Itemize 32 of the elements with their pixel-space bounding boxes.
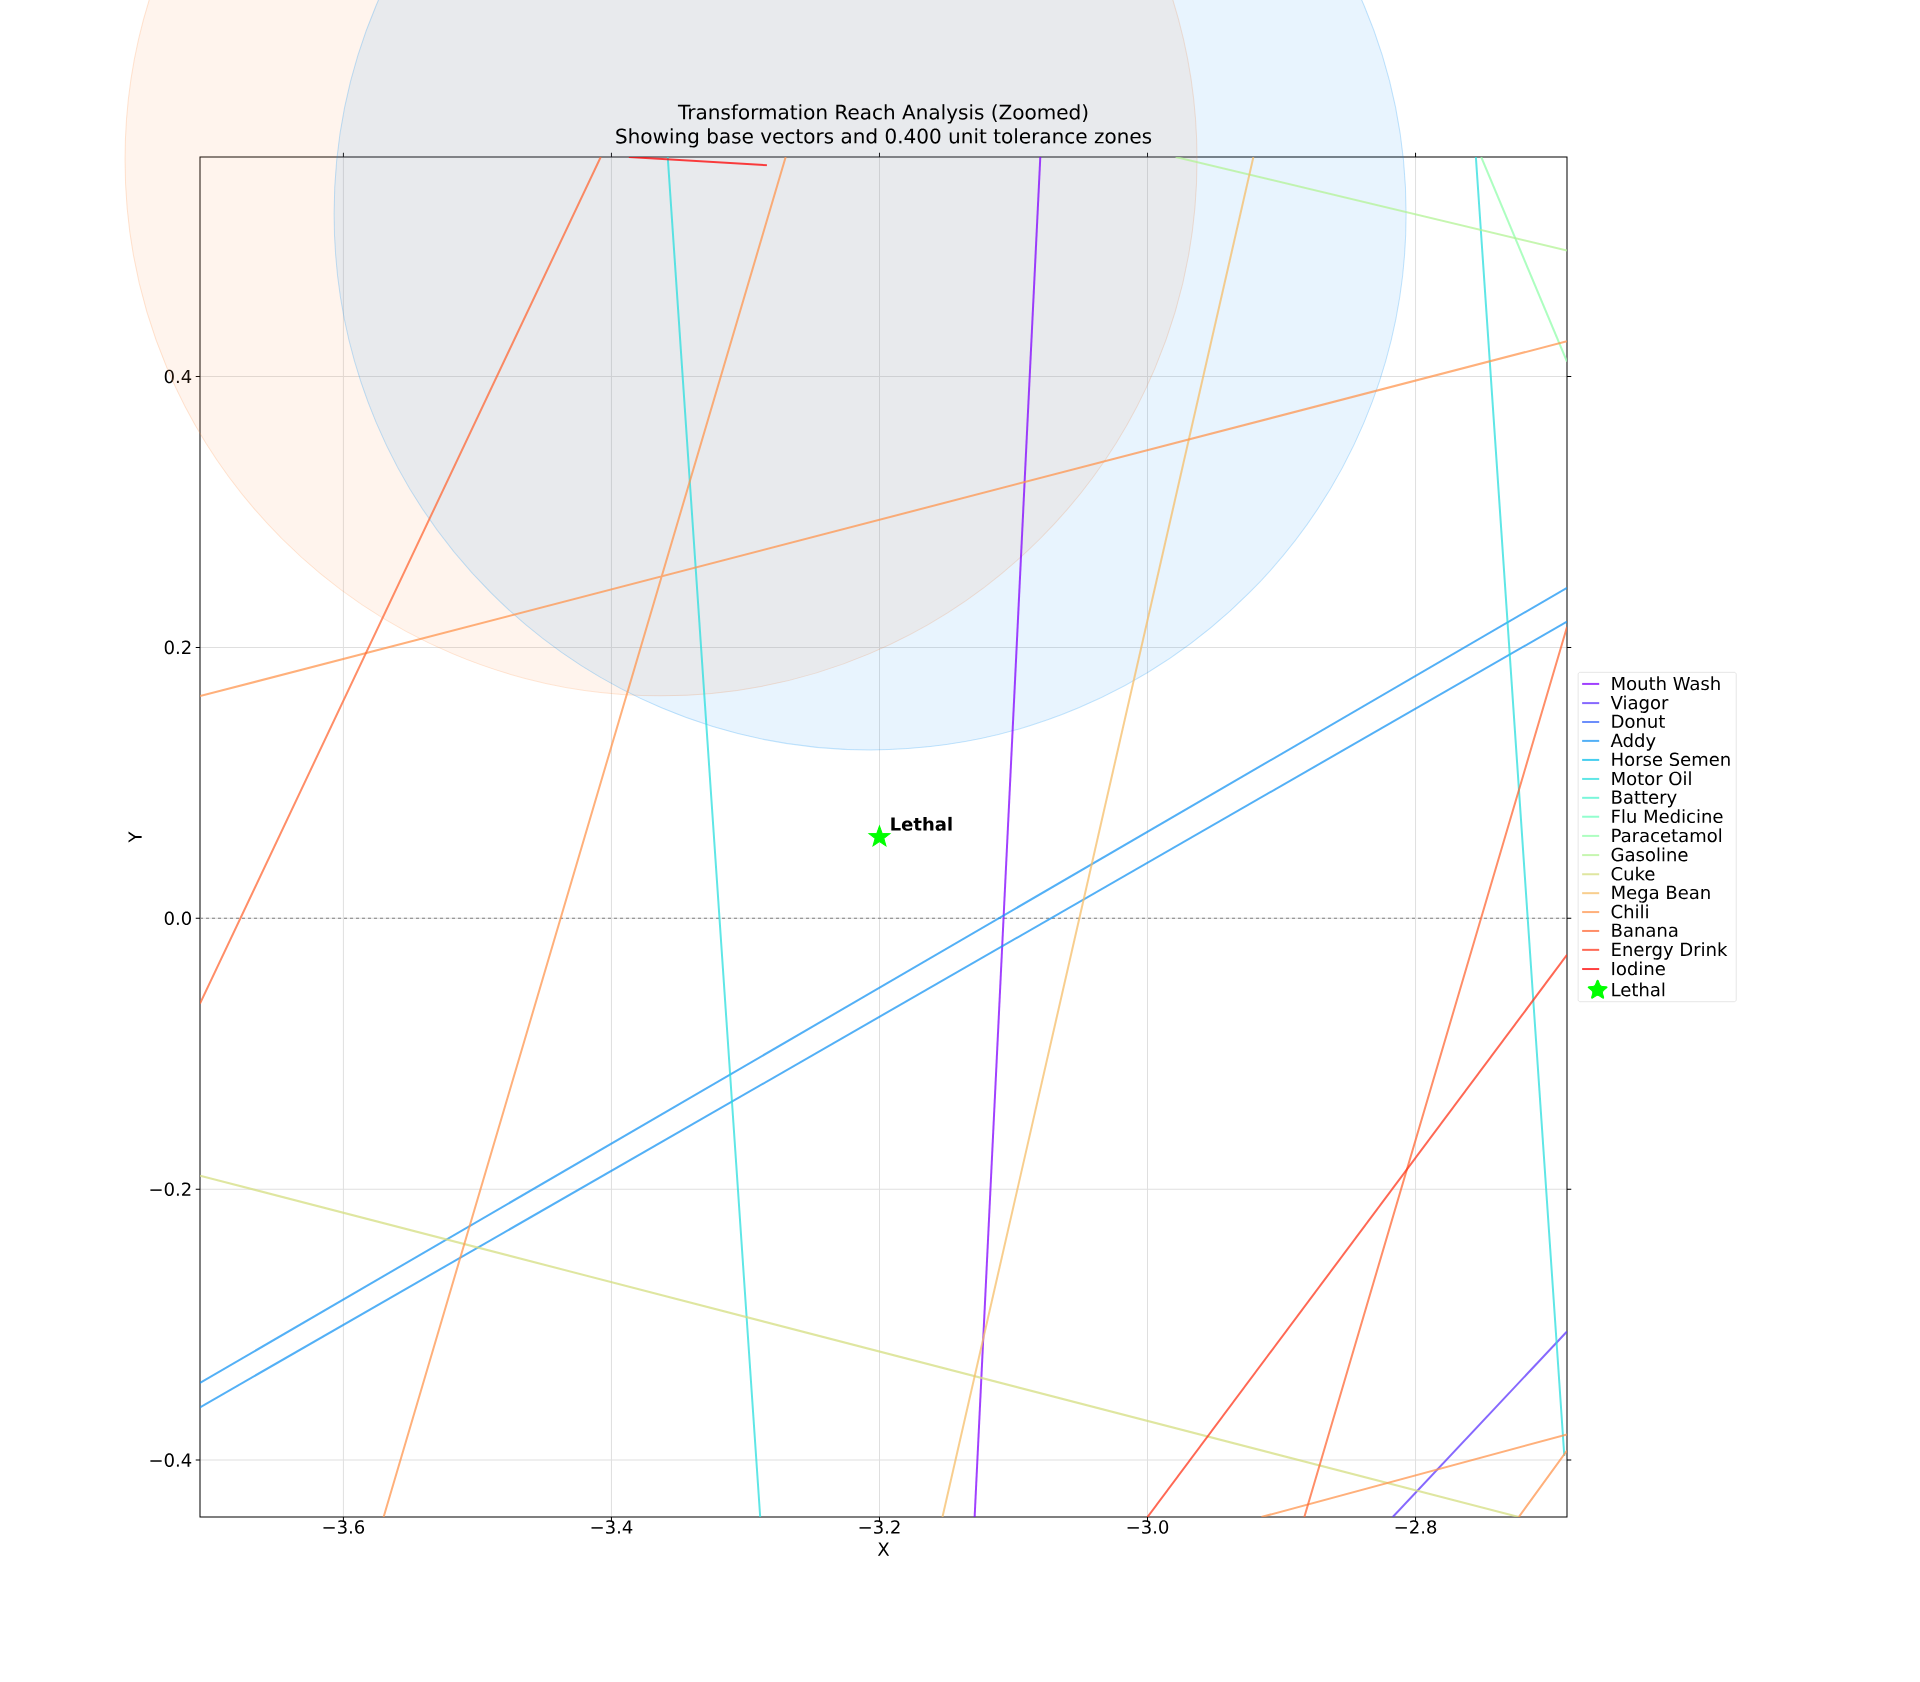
legend-label: Lethal (1612, 982, 1665, 997)
legend-label: Banana (1612, 923, 1678, 938)
legend-label: Battery (1612, 790, 1677, 808)
y-axis-title: Y (128, 831, 142, 843)
legend-label: Mouth Wash (1612, 676, 1720, 691)
legend-label: Energy Drink (1612, 942, 1728, 960)
legend-label: Horse Semen (1612, 752, 1730, 767)
x-tick-label: −3.4 (591, 1520, 633, 1534)
x-tick-label: −3.0 (1127, 1520, 1169, 1534)
y-tick-label: 0.2 (164, 640, 191, 655)
x-tick-label: −2.8 (1395, 1520, 1437, 1534)
legend-label: Cuke (1611, 866, 1655, 881)
legend-label: Viagor (1610, 695, 1669, 713)
y-tick-label: −0.4 (150, 1453, 192, 1467)
x-axis-title: X (877, 1542, 890, 1556)
legend-label: Chili (1611, 904, 1648, 919)
y-tick-label: 0.0 (164, 911, 191, 926)
y-tick-label: −0.2 (150, 1182, 191, 1196)
x-tick-label: −3.2 (859, 1520, 900, 1534)
legend-label: Flu Medicine (1612, 809, 1723, 824)
legend-label: Mega Bean (1612, 885, 1710, 903)
y-tick-label: 0.4 (164, 369, 192, 384)
chart-subtitle: Showing base vectors and 0.400 unit tolerance zones (616, 128, 1152, 148)
legend-label: Iodine (1612, 961, 1665, 976)
legend-label: Gasoline (1611, 847, 1688, 862)
chart-title: Transformation Reach Analysis (Zoomed) (677, 104, 1088, 124)
legend-label: Motor Oil (1612, 771, 1691, 786)
legend-label: Donut (1612, 714, 1665, 729)
annotation: Lethal (891, 816, 952, 831)
legend-label: Addy (1610, 733, 1656, 751)
x-tick-label: −3.6 (323, 1520, 365, 1534)
legend-label: Paracetamol (1612, 828, 1722, 843)
